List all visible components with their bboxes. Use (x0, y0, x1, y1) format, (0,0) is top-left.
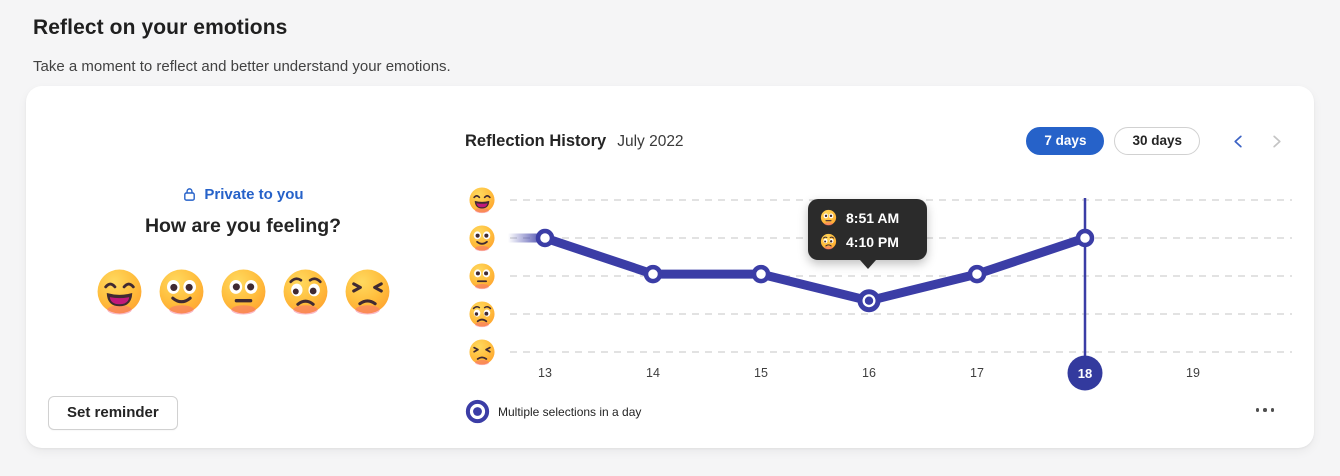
tooltip-time: 4:10 PM (846, 233, 899, 250)
range-7-days-button[interactable]: 7 days (1026, 127, 1105, 155)
yaxis-frustrated-label (468, 338, 496, 366)
chart-header: Reflection History July 2022 7 days 30 d… (465, 126, 1290, 156)
chart-tooltip: 8:51 AM 4:10 PM (808, 199, 927, 269)
emoji-happy-icon (468, 224, 496, 252)
yaxis-neutral-label (468, 262, 496, 290)
prev-period-button[interactable] (1224, 127, 1252, 155)
page-subtitle: Take a moment to reflect and better unde… (33, 58, 451, 75)
reflection-history-chart[interactable]: 13 14 15 16 17 18 19 (26, 86, 1314, 448)
emoji-neutral-icon (820, 209, 837, 226)
chart-point-day-18[interactable] (1075, 228, 1095, 248)
privacy-note: Private to you (26, 186, 460, 203)
xaxis-day-label: 16 (862, 366, 876, 380)
set-reminder-button[interactable]: Set reminder (48, 396, 178, 430)
xaxis-day-label: 17 (970, 366, 984, 380)
chart-point-day-13[interactable] (535, 228, 555, 248)
mood-happy-button[interactable] (157, 267, 206, 316)
emoji-neutral-icon (219, 267, 268, 316)
chart-point-multiple-dot (864, 296, 874, 305)
lock-icon (184, 188, 196, 201)
selected-day-badge[interactable] (1067, 355, 1103, 391)
xaxis-day-label: 19 (1186, 366, 1200, 380)
emoji-worried-icon (468, 300, 496, 328)
mood-options (26, 267, 460, 316)
chart-point-day-17[interactable] (967, 264, 987, 284)
chevron-left-icon (1233, 135, 1242, 147)
chart-point-day-14[interactable] (643, 264, 663, 284)
more-options-ellipsis-icon (1255, 408, 1260, 412)
xaxis-day-label-selected: 18 (1078, 366, 1092, 381)
chart-legend: Multiple selections in a day (465, 399, 641, 424)
mood-question: How are you feeling? (144, 215, 342, 237)
mood-neutral-button[interactable] (219, 267, 268, 316)
tooltip-entry: 8:51 AM (820, 209, 915, 226)
xaxis-day-label: 13 (538, 366, 552, 380)
mood-line (540, 233, 1090, 306)
page-title: Reflect on your emotions (33, 16, 288, 39)
tooltip-entry: 4:10 PM (820, 233, 915, 250)
chevron-right-icon (1272, 135, 1281, 147)
chart-point-day-15[interactable] (751, 264, 771, 284)
emoji-very-happy-icon (468, 186, 496, 214)
mood-worried-button[interactable] (281, 267, 330, 316)
reflect-card: 13 14 15 16 17 18 19 Private to you How are yo… (26, 86, 1314, 448)
yaxis-happy-label (468, 224, 496, 252)
next-period-button[interactable] (1262, 127, 1290, 155)
tooltip-time: 8:51 AM (846, 209, 900, 226)
emoji-worried-icon (281, 267, 330, 316)
emoji-worried-icon (820, 233, 837, 250)
mood-very-happy-button[interactable] (95, 267, 144, 316)
emoji-frustrated-icon (468, 338, 496, 366)
xaxis-day-label: 15 (754, 366, 768, 380)
multiple-selections-bullseye-icon (465, 399, 490, 424)
emoji-happy-icon (157, 267, 206, 316)
emoji-neutral-icon (468, 262, 496, 290)
chart-period: July 2022 (617, 132, 684, 150)
mood-frustrated-button[interactable] (343, 267, 392, 316)
tooltip-pointer (860, 260, 876, 269)
more-options-button[interactable] (1252, 400, 1278, 420)
legend-label: Multiple selections in a day (498, 404, 642, 419)
yaxis-worried-label (468, 300, 496, 328)
emoji-frustrated-icon (343, 267, 392, 316)
privacy-label: Private to you (204, 186, 304, 203)
xaxis-day-label: 14 (646, 366, 660, 380)
yaxis-very-happy-label (468, 186, 496, 214)
chart-title: Reflection History (465, 131, 607, 150)
range-30-days-button[interactable]: 30 days (1114, 127, 1200, 155)
emoji-very-happy-icon (95, 267, 144, 316)
mood-picker-panel: Private to you How are you feeling? Set … (26, 86, 460, 448)
